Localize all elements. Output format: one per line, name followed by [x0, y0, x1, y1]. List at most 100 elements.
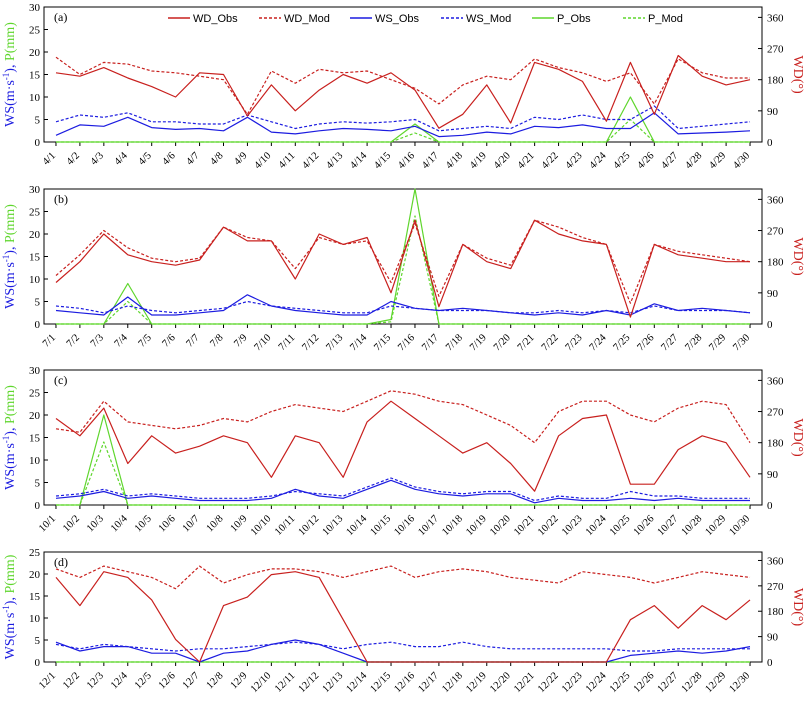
x-tick-label: 4/4: [113, 150, 131, 168]
x-tick-label: 10/2: [61, 513, 82, 534]
x-tick-label: 4/2: [65, 150, 82, 167]
left-tick-label: 0: [35, 137, 41, 149]
x-tick-label: 12/15: [368, 670, 393, 695]
panel-label: (a): [54, 10, 67, 24]
x-tick-label: 4/5: [137, 150, 154, 167]
left-tick-label: 25: [29, 388, 41, 400]
right-tick-label: 90: [767, 106, 779, 118]
left-tick-label: 5: [35, 478, 41, 490]
x-tick-label: 4/28: [683, 150, 704, 171]
left-tick-label: 30: [29, 2, 41, 14]
left-axis-title: WS(m·s-1), P(mm): [1, 204, 18, 309]
x-tick-label: 12/21: [512, 670, 537, 695]
right-tick-label: 360: [767, 12, 784, 24]
left-axis-exp: -1: [1, 436, 11, 444]
x-tick-label: 4/10: [253, 150, 274, 171]
x-tick-label: 7/11: [277, 332, 298, 353]
x-tick-label: 12/26: [632, 670, 657, 695]
series-line-wd-obs: [55, 400, 751, 492]
x-tick-label: 10/29: [704, 513, 729, 538]
x-tick-label: 10/17: [416, 513, 441, 538]
series-line-ws-mod: [55, 641, 750, 652]
x-tick-label: 7/21: [516, 332, 537, 353]
x-tick-label: 7/9: [232, 332, 249, 349]
left-axis-p: P(mm): [3, 204, 18, 247]
left-axis-exp: -1: [1, 605, 11, 613]
x-tick-label: 7/7: [184, 332, 201, 349]
x-tick-label: 7/4: [113, 332, 131, 350]
right-tick-label: 0: [767, 500, 773, 512]
series-line-wd-obs: [55, 219, 750, 318]
x-tick-label: 4/20: [492, 150, 513, 171]
x-tick-label: 12/14: [345, 670, 370, 695]
right-tick-label: 360: [767, 194, 784, 206]
x-tick-label: 4/8: [208, 150, 225, 167]
series-line-p-obs: [56, 96, 750, 143]
x-tick-label: 4/25: [612, 150, 633, 171]
legend-label-p-obs: P_Obs: [557, 13, 591, 25]
right-axis-title: WD(°): [790, 418, 805, 457]
right-tick-label: 180: [767, 257, 784, 269]
series-line-wd-mod: [55, 56, 750, 115]
left-tick-label: 25: [29, 207, 41, 219]
right-tick-label: 0: [767, 137, 773, 149]
x-tick-label: 7/18: [444, 332, 465, 353]
right-tick-label: 180: [767, 438, 784, 450]
left-tick-label: 0: [35, 500, 41, 512]
x-tick-label: 7/8: [208, 332, 225, 349]
left-tick-label: 5: [35, 635, 41, 647]
x-tick-label: 12/11: [273, 670, 297, 694]
series-line-wd-mod: [55, 565, 751, 590]
left-axis-ws: WS(m·s: [3, 262, 18, 309]
left-tick-label: 20: [29, 569, 41, 581]
x-tick-label: 7/27: [659, 332, 680, 353]
x-tick-label: 12/17: [416, 670, 441, 695]
x-tick-label: 12/13: [321, 670, 346, 695]
legend-label-wd-obs: WD_Obs: [193, 13, 238, 25]
x-tick-label: 10/6: [157, 513, 178, 534]
x-tick-label: 7/6: [160, 332, 177, 349]
x-tick-label: 12/27: [656, 670, 681, 695]
right-tick-label: 270: [767, 226, 784, 238]
left-tick-label: 10: [29, 455, 41, 467]
left-axis-p: P(mm): [3, 554, 18, 597]
left-tick-label: 15: [29, 591, 41, 603]
x-tick-label: 4/29: [707, 150, 728, 171]
series-line-ws-obs: [55, 294, 751, 316]
right-tick-label: 180: [767, 606, 784, 618]
panel-2: 0 5 10 15 20 25 30 0 90 180 270 360 7/1 7/2 7/3 7/4 7/5 7…: [1, 184, 805, 353]
legend-label-wd-mod: WD_Mod: [284, 13, 330, 25]
panel-1: 0 5 10 15 20 25 30 0 90 180 270 360 4/1 4/2 4/3 4/4 4/5 4…: [1, 2, 805, 171]
x-tick-label: 10/5: [133, 513, 154, 534]
x-tick-label: 10/16: [392, 513, 417, 538]
x-tick-label: 7/26: [635, 332, 656, 353]
x-tick-label: 12/10: [249, 670, 274, 695]
left-axis-title: WS(m·s-1), P(mm): [1, 22, 18, 127]
x-tick-label: 7/30: [731, 332, 752, 353]
x-tick-label: 4/18: [444, 150, 465, 171]
x-tick-label: 10/26: [632, 513, 657, 538]
x-tick-label: 10/27: [656, 513, 681, 538]
x-tick-label: 12/2: [61, 670, 82, 691]
x-tick-label: 7/5: [137, 332, 154, 349]
x-tick-label: 10/12: [297, 513, 322, 538]
x-tick-label: 4/30: [731, 150, 752, 171]
left-axis-exp: -1: [1, 73, 11, 81]
x-tick-label: 10/30: [727, 513, 752, 538]
x-tick-label: 7/15: [372, 332, 393, 353]
left-tick-label: 10: [29, 274, 41, 286]
x-tick-label: 10/14: [345, 513, 370, 538]
x-tick-label: 12/28: [680, 670, 705, 695]
x-tick-label: 12/29: [704, 670, 729, 695]
right-axis-title: WD(°): [790, 237, 805, 276]
left-tick-label: 5: [35, 297, 41, 309]
left-axis-ws-close: ),: [3, 65, 18, 73]
x-tick-label: 7/13: [324, 332, 345, 353]
x-tick-label: 10/3: [85, 513, 106, 534]
series-line-ws-obs: [55, 639, 751, 663]
left-axis-title: WS(m·s-1), P(mm): [1, 554, 18, 659]
x-tick-label: 4/22: [540, 150, 561, 171]
x-tick-label: 4/15: [372, 150, 393, 171]
x-tick-label: 10/20: [488, 513, 513, 538]
